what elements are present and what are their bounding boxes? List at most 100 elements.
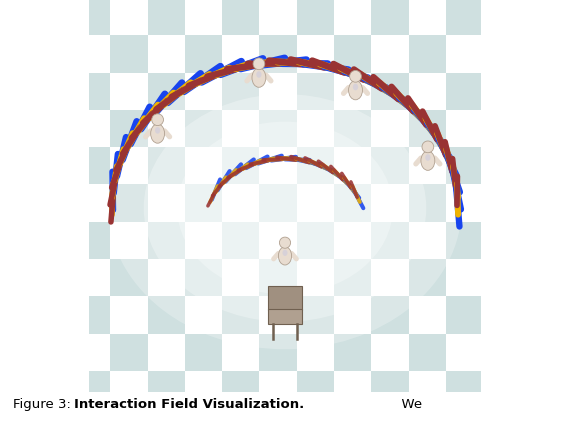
Bar — [446, 334, 483, 371]
Bar — [259, 110, 297, 147]
Bar — [371, 296, 409, 334]
Bar — [73, 35, 111, 73]
Ellipse shape — [353, 84, 358, 90]
Bar — [111, 147, 148, 184]
Bar — [483, 259, 520, 296]
Ellipse shape — [425, 154, 430, 161]
Bar — [73, 110, 111, 147]
Bar — [268, 286, 302, 310]
Ellipse shape — [144, 94, 426, 322]
Bar — [185, 35, 222, 73]
Bar — [111, 296, 148, 334]
Bar — [371, 184, 409, 221]
Ellipse shape — [252, 68, 266, 87]
Bar — [371, 371, 409, 408]
Ellipse shape — [278, 247, 292, 265]
Bar — [334, 334, 371, 371]
Bar — [446, 110, 483, 147]
Bar — [148, 35, 185, 73]
Bar — [483, 35, 520, 73]
Bar — [148, 371, 185, 408]
Bar — [222, 72, 259, 110]
Bar — [446, 259, 483, 296]
Bar — [259, 0, 297, 35]
Text: Interaction Field Visualization.: Interaction Field Visualization. — [74, 399, 304, 412]
Bar — [297, 259, 334, 296]
Bar — [446, 296, 483, 334]
Bar — [297, 0, 334, 35]
Bar — [334, 35, 371, 73]
Bar — [111, 110, 148, 147]
Bar — [483, 147, 520, 184]
Bar — [222, 35, 259, 73]
Bar — [259, 259, 297, 296]
Bar — [185, 72, 222, 110]
Text: We: We — [393, 399, 422, 412]
Bar — [148, 72, 185, 110]
Bar — [185, 110, 222, 147]
Bar — [222, 334, 259, 371]
Ellipse shape — [349, 81, 363, 100]
Bar — [371, 221, 409, 259]
Bar — [483, 184, 520, 221]
Bar — [297, 221, 334, 259]
Ellipse shape — [421, 151, 435, 170]
Bar — [409, 334, 446, 371]
Bar — [259, 35, 297, 73]
Circle shape — [253, 58, 265, 70]
Bar — [185, 259, 222, 296]
Text: Figure 3:: Figure 3: — [13, 399, 75, 412]
Bar — [446, 35, 483, 73]
Bar — [409, 371, 446, 408]
Bar — [222, 259, 259, 296]
Bar — [111, 35, 148, 73]
Bar — [334, 259, 371, 296]
Bar — [446, 371, 483, 408]
Bar — [446, 72, 483, 110]
Bar — [111, 259, 148, 296]
Bar — [297, 184, 334, 221]
Bar — [73, 221, 111, 259]
Bar — [334, 371, 371, 408]
Bar — [483, 110, 520, 147]
Bar — [446, 147, 483, 184]
Bar — [371, 72, 409, 110]
Bar — [334, 72, 371, 110]
Circle shape — [349, 71, 361, 82]
Bar — [297, 296, 334, 334]
Bar — [185, 334, 222, 371]
Bar — [148, 296, 185, 334]
Bar — [409, 259, 446, 296]
Bar — [222, 110, 259, 147]
Bar — [371, 147, 409, 184]
Bar — [73, 72, 111, 110]
Bar — [483, 0, 520, 35]
Bar — [371, 0, 409, 35]
Ellipse shape — [108, 67, 462, 349]
Bar — [483, 296, 520, 334]
Bar — [259, 221, 297, 259]
Bar — [73, 259, 111, 296]
Bar — [409, 110, 446, 147]
Bar — [73, 0, 111, 35]
Bar — [297, 35, 334, 73]
Bar — [185, 0, 222, 35]
Bar — [334, 184, 371, 221]
Bar — [222, 296, 259, 334]
Bar — [483, 334, 520, 371]
Bar — [222, 371, 259, 408]
Bar — [148, 221, 185, 259]
Bar — [222, 221, 259, 259]
Bar — [148, 0, 185, 35]
Bar — [334, 147, 371, 184]
Bar — [446, 221, 483, 259]
Ellipse shape — [177, 122, 393, 294]
Bar — [111, 371, 148, 408]
Bar — [259, 184, 297, 221]
Bar — [148, 334, 185, 371]
Ellipse shape — [283, 250, 287, 256]
Bar — [409, 72, 446, 110]
Bar — [483, 72, 520, 110]
Bar — [111, 334, 148, 371]
Bar — [259, 334, 297, 371]
